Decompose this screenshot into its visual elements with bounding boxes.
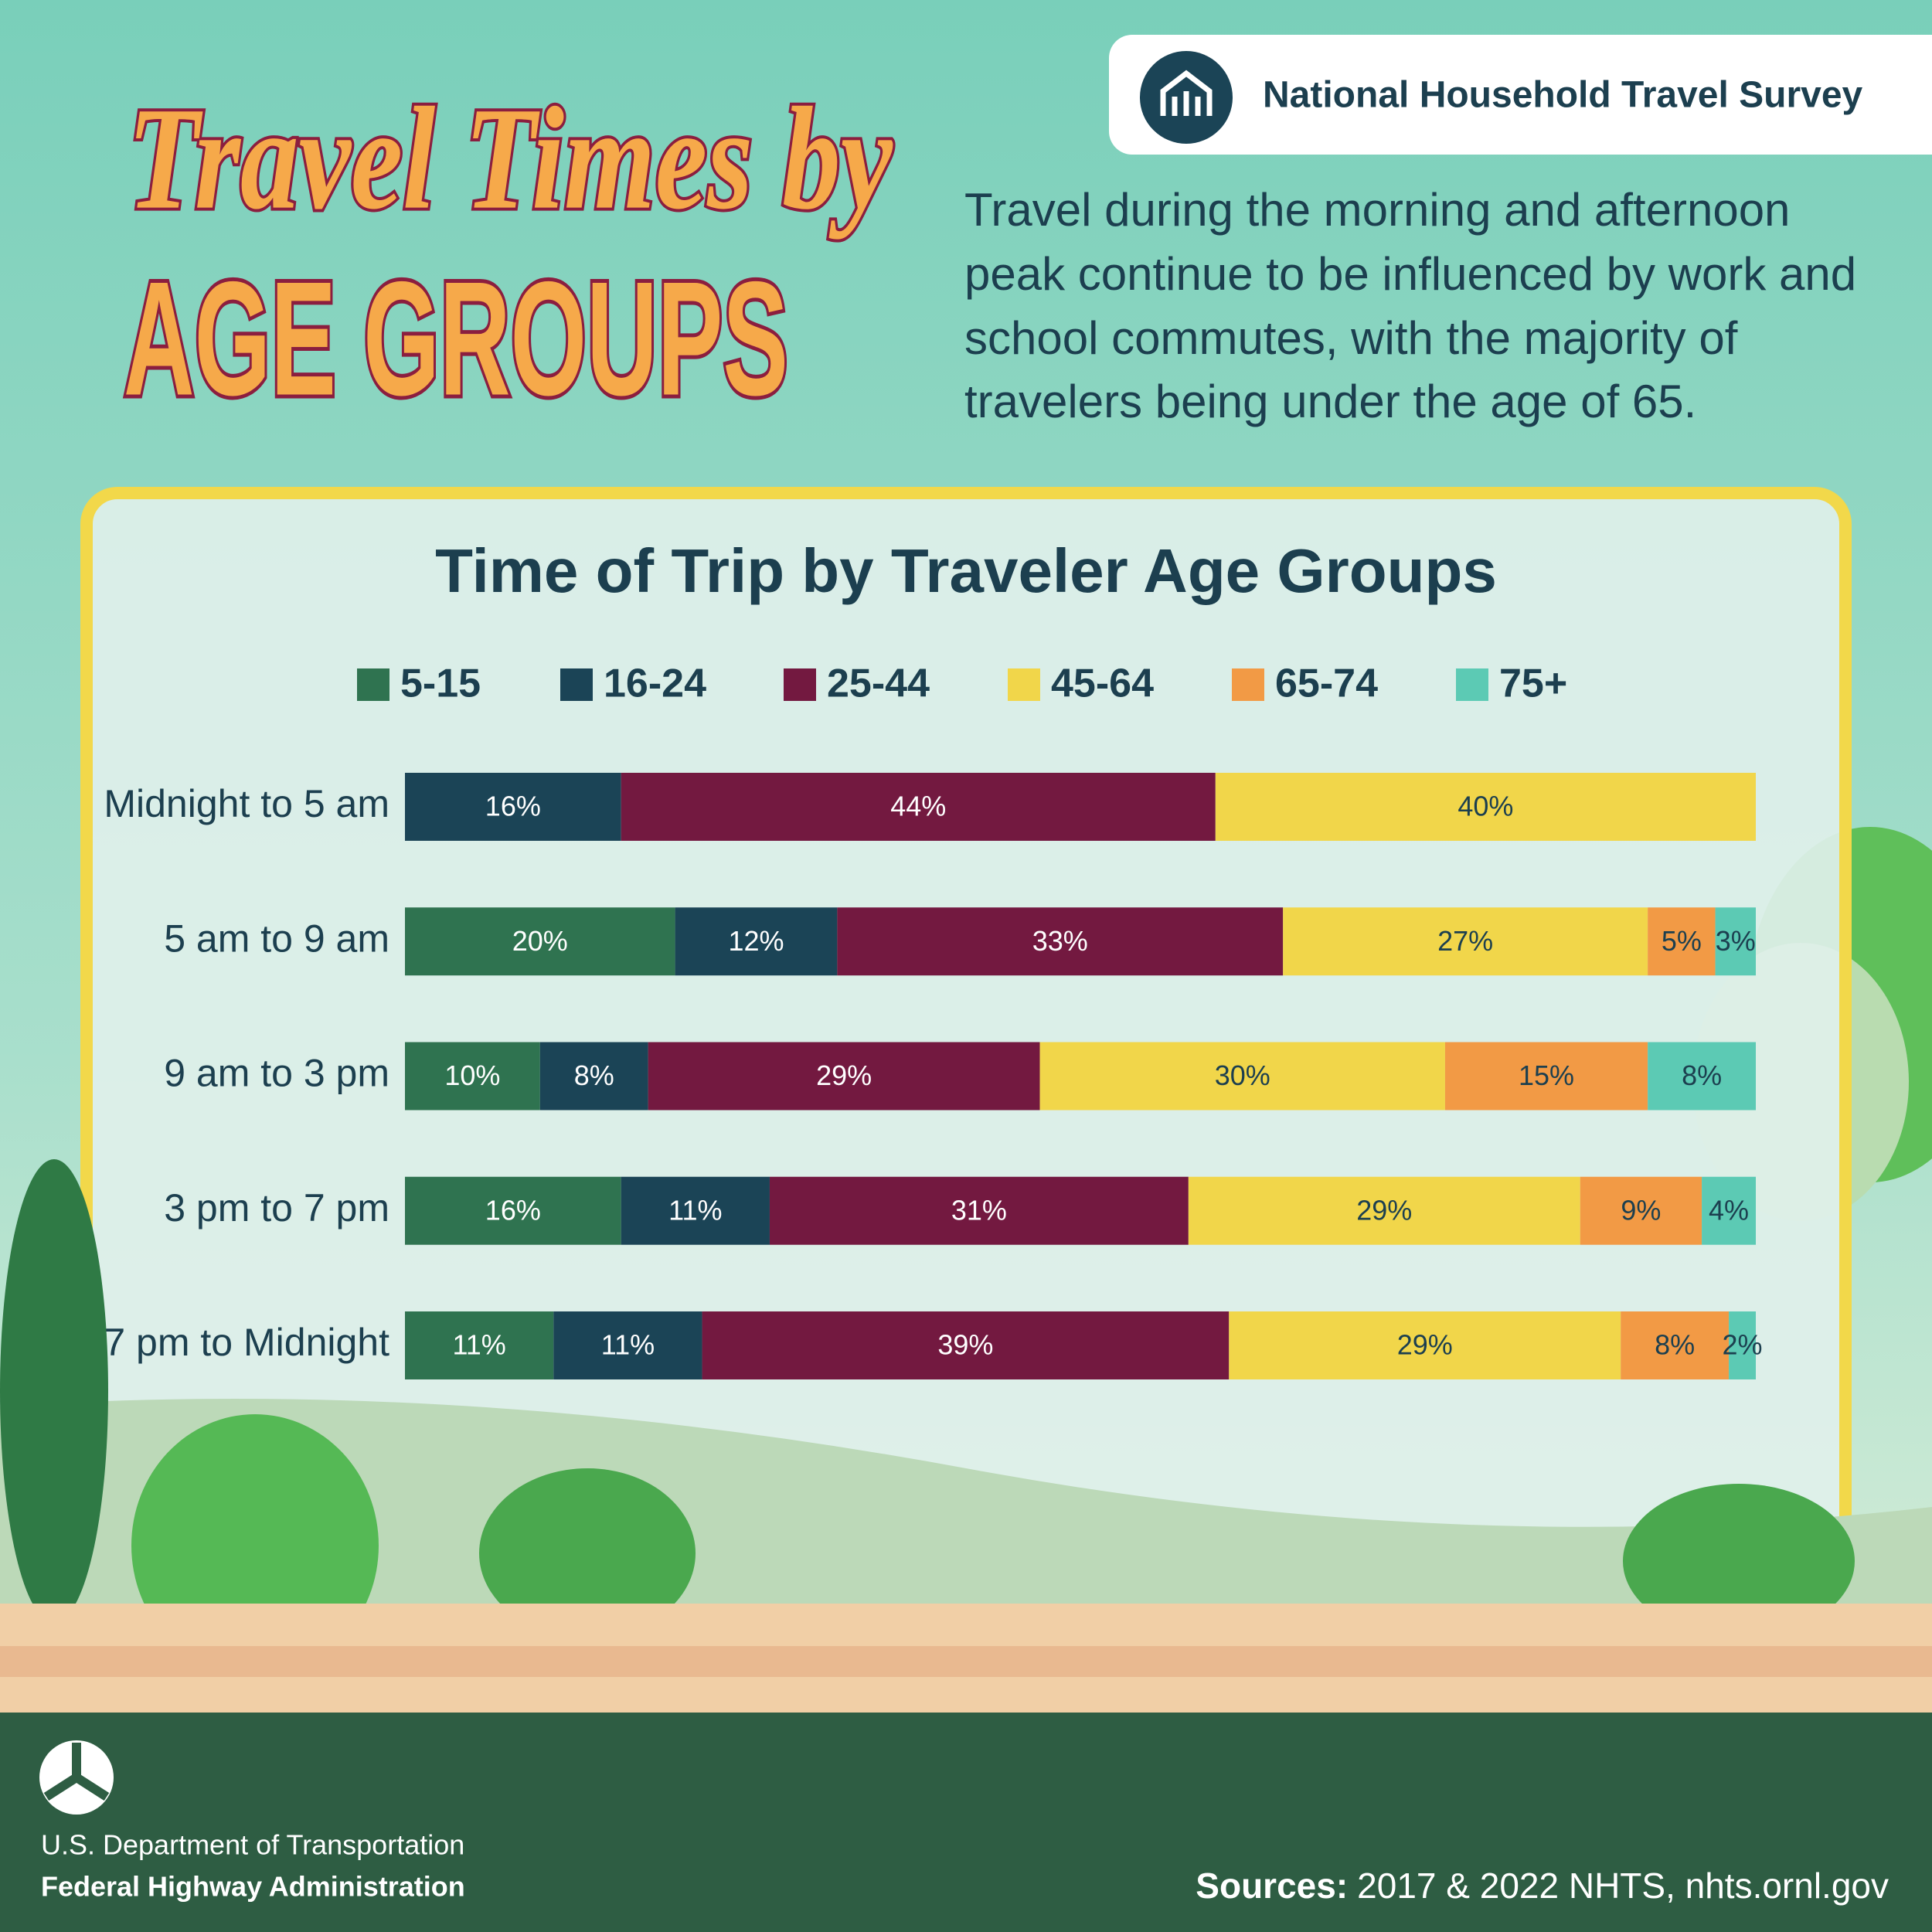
- value-label: 5%: [1662, 925, 1702, 957]
- bar-segment: [1580, 1176, 1702, 1245]
- value-label: 8%: [574, 1060, 614, 1091]
- value-label: 16%: [485, 791, 541, 822]
- footer-band: [0, 1713, 1932, 1932]
- value-label: 29%: [1397, 1329, 1453, 1361]
- bar-segment: [405, 1042, 540, 1111]
- title-block: AGE GROUPS: [124, 247, 788, 429]
- legend-label: 5-15: [400, 662, 481, 706]
- description-line: school commutes, with the majority of: [964, 312, 1738, 364]
- bar-segment: [1444, 1042, 1648, 1111]
- category-label: Midnight to 5 am: [104, 782, 389, 825]
- sources-text: 2017 & 2022 NHTS, nhts.ornl.gov: [1357, 1866, 1889, 1906]
- value-label: 15%: [1519, 1060, 1574, 1091]
- legend-label: 25-44: [827, 662, 930, 706]
- bar-segment: [648, 1042, 1040, 1111]
- description-line: Travel during the morning and afternoon: [964, 184, 1790, 236]
- bar-segment: [405, 773, 621, 841]
- value-label: 11%: [668, 1194, 722, 1226]
- value-label: 2%: [1723, 1329, 1763, 1361]
- value-label: 3%: [1716, 925, 1756, 957]
- bar-segment: [405, 907, 675, 976]
- chart-title: Time of Trip by Traveler Age Groups: [435, 536, 1497, 605]
- value-label: 8%: [1682, 1060, 1722, 1091]
- value-label: 16%: [485, 1194, 541, 1226]
- bar-segment: [837, 907, 1284, 976]
- value-label: 44%: [890, 791, 946, 822]
- value-label: 4%: [1709, 1194, 1749, 1226]
- value-label: 11%: [601, 1329, 655, 1361]
- value-label: 9%: [1621, 1194, 1661, 1226]
- bar-segment: [405, 1176, 621, 1245]
- tree: [0, 1159, 108, 1623]
- value-label: 12%: [728, 925, 784, 957]
- category-label: 5 am to 9 am: [164, 917, 389, 960]
- bar-segment: [1729, 1311, 1756, 1379]
- badge-icon-glyph: [1160, 70, 1213, 116]
- description-line: travelers being under the age of 65.: [964, 376, 1696, 427]
- sources-label: Sources:: [1196, 1866, 1348, 1906]
- legend-label: 16-24: [604, 662, 706, 706]
- bar-segment: [1715, 907, 1756, 976]
- plot: Midnight to 5 am 16% 44% 40% 5 am to 9 am 20%…: [104, 773, 1763, 1379]
- bar-segment: [702, 1311, 1230, 1379]
- bar-segment: [1702, 1176, 1756, 1245]
- description-line: peak continue to be influenced by work a…: [964, 248, 1856, 300]
- bar-segment: [1283, 907, 1648, 976]
- value-label: 33%: [1032, 925, 1088, 957]
- bush: [1623, 1484, 1855, 1638]
- description: Travel during the morning and afternoon …: [964, 184, 1856, 427]
- legend-swatch: [1456, 668, 1488, 701]
- value-label: 20%: [512, 925, 568, 957]
- category-label: 3 pm to 7 pm: [164, 1186, 389, 1230]
- legend-swatch: [1232, 668, 1264, 701]
- road-stripe: [0, 1646, 1932, 1677]
- title-script: Travel Times by: [128, 78, 893, 240]
- legend-label: 65-74: [1275, 662, 1378, 706]
- bar-segment: [1229, 1311, 1621, 1379]
- value-label: 31%: [951, 1194, 1007, 1226]
- footer-agency: Federal Highway Administration: [41, 1871, 465, 1903]
- value-label: 29%: [1356, 1194, 1412, 1226]
- value-label: 8%: [1655, 1329, 1695, 1361]
- legend-swatch: [1008, 668, 1040, 701]
- footer-department: U.S. Department of Transportation: [41, 1829, 464, 1861]
- legend-swatch: [560, 668, 593, 701]
- value-label: 30%: [1215, 1060, 1270, 1091]
- category-label: 9 am to 3 pm: [164, 1052, 389, 1095]
- value-label: 10%: [444, 1060, 500, 1091]
- value-label: 29%: [816, 1060, 872, 1091]
- value-label: 39%: [937, 1329, 993, 1361]
- legend-label: 45-64: [1051, 662, 1154, 706]
- value-label: 11%: [452, 1329, 505, 1361]
- footer-sources: Sources: 2017 & 2022 NHTS, nhts.ornl.gov: [1196, 1866, 1889, 1906]
- badge: [1109, 35, 1932, 155]
- bar-segment: [1215, 773, 1756, 841]
- legend: 5-15 16-24 25-44 45-64 65-74 75+: [357, 662, 1567, 706]
- bar-segment: [553, 1311, 702, 1379]
- bar-segment: [1648, 1042, 1756, 1111]
- bar-segment: [1648, 907, 1716, 976]
- bar-segment: [675, 907, 838, 976]
- legend-swatch: [357, 668, 389, 701]
- bar-segment: [769, 1176, 1189, 1245]
- dot-logo-glyph: [43, 1743, 110, 1801]
- bar-segment: [539, 1042, 648, 1111]
- bar-segment: [1039, 1042, 1445, 1111]
- category-label: 7 pm to Midnight: [104, 1321, 389, 1364]
- legend-label: 75+: [1499, 662, 1567, 706]
- bar-segment: [621, 1176, 770, 1245]
- bush: [479, 1468, 696, 1638]
- bar-segment: [621, 773, 1216, 841]
- bar-segment: [1188, 1176, 1580, 1245]
- bar-segment: [405, 1311, 554, 1379]
- bar-segment: [1621, 1311, 1730, 1379]
- badge-text: National Household Travel Survey: [1263, 75, 1863, 116]
- legend-swatch: [784, 668, 816, 701]
- value-label: 27%: [1437, 925, 1493, 957]
- value-label: 40%: [1458, 791, 1513, 822]
